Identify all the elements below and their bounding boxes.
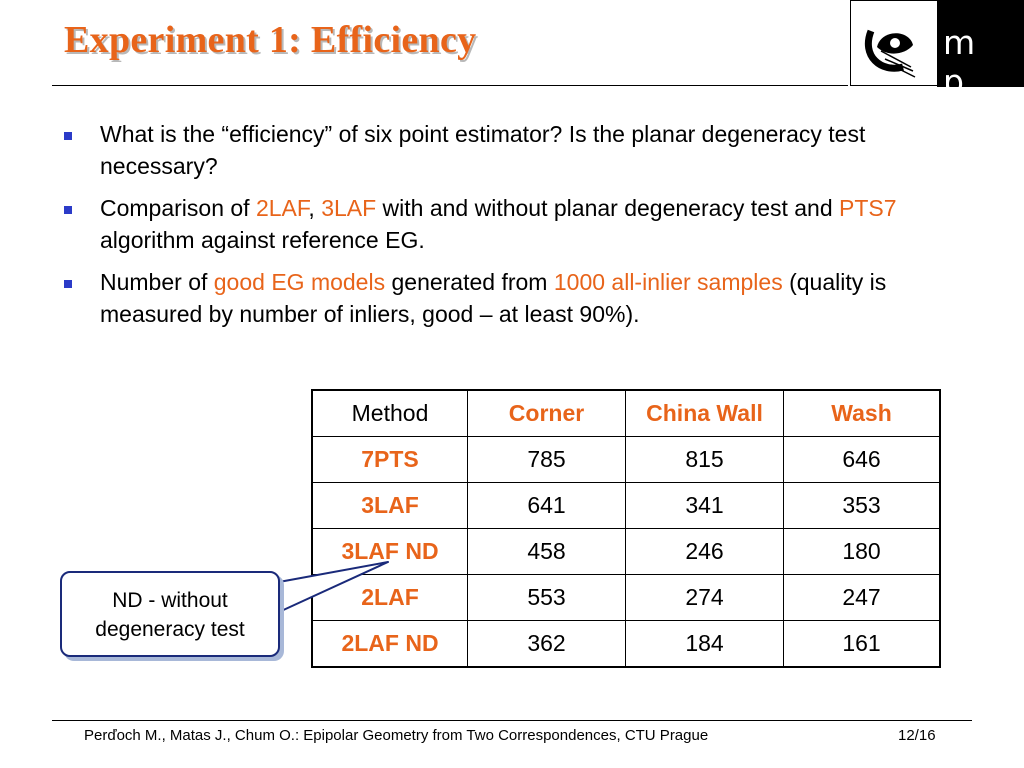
value-cell: 274 [625, 574, 784, 621]
highlighted-text: 2LAF [255, 195, 309, 221]
method-name-cell: 2LAF [311, 574, 468, 621]
bullet-text: Number of [100, 269, 214, 295]
title-rule [52, 85, 848, 86]
value-cell: 641 [467, 482, 626, 529]
slide-title: Experiment 1: Efficiency [64, 19, 477, 61]
highlighted-text: good EG models [213, 269, 386, 295]
bullet-item: What is the “efficiency” of six point es… [62, 118, 972, 182]
method-name-cell: 3LAF ND [311, 528, 468, 575]
table-row: 3LAF 641 341 353 [311, 482, 941, 529]
value-cell: 362 [467, 620, 626, 668]
header-method: Method [311, 389, 468, 437]
bullet-text: (quality is measured by number of inlier… [100, 269, 887, 327]
callout-line-1: ND - without [112, 589, 228, 612]
table-row: 3LAF ND 458 246 180 [311, 528, 941, 575]
value-cell: 246 [625, 528, 784, 575]
cmp-logo: m p [850, 0, 1024, 101]
header-corner: Corner [467, 389, 626, 437]
bullet-item: Number of good EG models generated from … [62, 266, 972, 330]
logo-letters: m p [943, 23, 988, 101]
table-row: 2LAF ND 362 184 161 [311, 620, 941, 668]
bullet-square-icon [64, 280, 72, 288]
bullet-text: generated from [385, 269, 554, 295]
value-cell: 180 [783, 528, 941, 575]
highlighted-text: 3LAF [321, 195, 377, 221]
footer-citation: Perďoch M., Matas J., Chum O.: Epipolar … [84, 727, 709, 744]
method-name-cell: 7PTS [311, 436, 468, 483]
table-row: 7PTS 785 815 646 [311, 436, 941, 483]
bullet-text: Comparison of [100, 195, 256, 221]
value-cell: 161 [783, 620, 941, 668]
header-china-wall: China Wall [625, 389, 784, 437]
callout-box: ND - without degeneracy test [60, 571, 280, 657]
bullet-text: algorithm against reference EG. [100, 227, 425, 253]
results-table: Method Corner China Wall Wash 7PTS 785 815… [311, 389, 941, 668]
highlighted-text: 1000 all-inlier samples [553, 269, 783, 295]
value-cell: 553 [467, 574, 626, 621]
bullet-square-icon [64, 132, 72, 140]
bullet-text: What is the “efficiency” of six point es… [100, 121, 866, 179]
method-name-cell: 3LAF [311, 482, 468, 529]
table-header-row: Method Corner China Wall Wash [311, 389, 941, 437]
value-cell: 815 [625, 436, 784, 483]
value-cell: 184 [625, 620, 784, 668]
value-cell: 341 [625, 482, 784, 529]
callout-line-2: degeneracy test [95, 618, 245, 641]
header-wash: Wash [783, 389, 941, 437]
footer-rule [52, 720, 972, 721]
bullet-text: with and without planar degeneracy test … [376, 195, 840, 221]
value-cell: 247 [783, 574, 941, 621]
bullet-text: , [308, 195, 322, 221]
bullet-list: What is the “efficiency” of six point es… [62, 118, 972, 340]
bullet-item: Comparison of 2LAF, 3LAF with and withou… [62, 192, 972, 256]
logo-emblem-icon [864, 29, 916, 78]
value-cell: 458 [467, 528, 626, 575]
value-cell: 785 [467, 436, 626, 483]
value-cell: 353 [783, 482, 941, 529]
value-cell: 646 [783, 436, 941, 483]
highlighted-text: PTS7 [839, 195, 897, 221]
bullet-square-icon [64, 206, 72, 214]
page-number: 12/16 [898, 727, 936, 744]
table-row: 2LAF 553 274 247 [311, 574, 941, 621]
method-name-cell: 2LAF ND [311, 620, 468, 668]
